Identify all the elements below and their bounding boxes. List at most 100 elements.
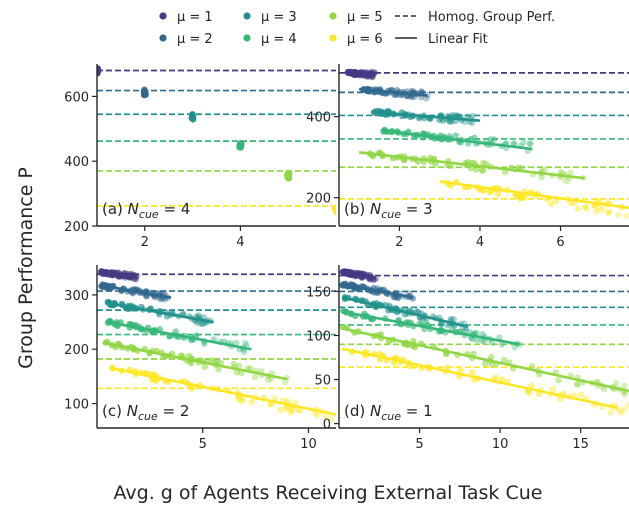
data-point-mu-4 [479,337,486,345]
data-point-mu-5 [500,356,508,364]
legend-label: μ = 1 [177,10,213,25]
legend-label: Linear Fit [428,32,488,47]
panel-annotation: (b) Ncue = 3 [344,200,433,221]
x-tick-label: 10 [300,437,317,452]
data-point-mu-5 [555,377,562,384]
linear-fit-mu-1 [98,270,138,279]
data-point-mu-5 [247,365,254,372]
data-point-mu-3 [438,320,445,328]
linear-fit-mu-5 [341,327,629,393]
x-tick-label: 4 [476,235,484,250]
x-tick-label: 15 [572,437,589,452]
data-point-mu-5 [515,164,522,171]
data-point-mu-5 [479,167,487,174]
data-point-mu-6 [498,376,505,383]
data-point-mu-2 [141,86,148,93]
data-point-mu-4 [474,336,481,344]
data-point-mu-3 [462,326,469,334]
data-point-mu-5 [502,169,509,176]
data-point-mu-6 [552,197,559,205]
data-point-mu-5 [215,366,222,373]
panel-annotation: (a) Ncue = 4 [102,200,190,221]
data-point-mu-3 [189,115,197,122]
data-point-mu-6 [621,405,629,412]
plot-area [339,268,629,416]
data-point-mu-6 [567,199,574,206]
data-point-mu-6 [614,211,622,219]
data-point-mu-5 [538,174,545,181]
legend-label: μ = 5 [347,10,383,25]
linear-fit-mu-3 [107,301,214,324]
data-point-mu-6 [333,205,336,212]
data-point-mu-6 [605,209,612,217]
data-point-mu-6 [593,208,600,215]
data-point-mu-3 [446,118,453,125]
data-point-mu-5 [281,378,289,386]
data-point-mu-6 [596,204,603,212]
data-point-mu-6 [480,187,487,194]
legend-label: μ = 4 [261,32,297,47]
linear-fit-mu-5 [358,150,585,180]
data-point-mu-6 [549,386,557,393]
data-point-mu-6 [328,415,335,422]
data-point-mu-6 [557,395,564,403]
data-point-mu-6 [528,382,535,389]
data-point-mu-3 [469,112,476,120]
y-tick-label: 300 [64,289,89,304]
data-point-mu-4 [488,339,496,346]
data-point-mu-6 [492,374,499,381]
linear-fit-mu-5 [103,341,288,381]
data-point-mu-6 [591,203,598,210]
panel-b: 2 4 6 200 400 (b) Ncue = 3 [306,64,629,250]
linear-fit-mu-4 [107,320,252,351]
data-point-mu-4 [511,344,518,351]
linear-fit-mu-2 [341,283,414,299]
data-point-mu-4 [487,136,494,143]
data-point-mu-3 [199,320,206,327]
data-point-mu-4 [479,331,486,338]
plot-area [97,268,336,422]
data-point-mu-5 [201,363,209,371]
data-point-mu-6 [322,412,329,420]
data-point-mu-6 [288,406,295,413]
plot-area [97,65,336,216]
data-point-mu-4 [469,335,476,343]
data-point-mu-4 [526,140,534,147]
data-point-mu-5 [230,360,237,368]
data-point-mu-3 [197,320,204,327]
data-point-mu-3 [193,319,201,326]
data-point-mu-6 [457,367,464,374]
data-point-mu-3 [453,112,460,119]
linear-fit-mu-2 [359,87,428,97]
x-tick-label: 4 [236,235,244,250]
x-tick-label: 10 [492,437,509,452]
data-point-mu-3 [449,111,456,119]
data-point-mu-6 [287,409,294,416]
data-point-mu-5 [284,172,292,179]
data-point-mu-6 [188,385,195,392]
y-tick-label: 600 [64,90,89,105]
data-point-mu-6 [313,412,321,419]
data-point-mu-2 [405,290,412,297]
data-point-mu-4 [471,134,478,141]
linear-fit-mu-3 [343,296,469,328]
data-point-mu-5 [567,169,574,176]
linear-fit-mu-6 [439,180,629,210]
data-point-mu-5 [529,363,536,370]
panel-annotation: (d) Ncue = 1 [344,402,433,423]
y-axis-label: Group Performance P [15,167,37,369]
data-point-mu-4 [236,142,243,149]
legend-label: μ = 3 [261,10,297,25]
data-point-mu-5 [235,362,243,369]
data-point-mu-6 [582,203,589,211]
data-point-mu-5 [251,373,259,381]
data-point-mu-6 [599,206,606,213]
legend-label: μ = 6 [347,32,383,47]
data-point-mu-5 [208,357,216,364]
data-point-mu-5 [480,159,487,166]
data-point-mu-6 [469,369,476,376]
linear-fit-mu-4 [383,129,533,151]
data-point-mu-6 [248,398,255,406]
